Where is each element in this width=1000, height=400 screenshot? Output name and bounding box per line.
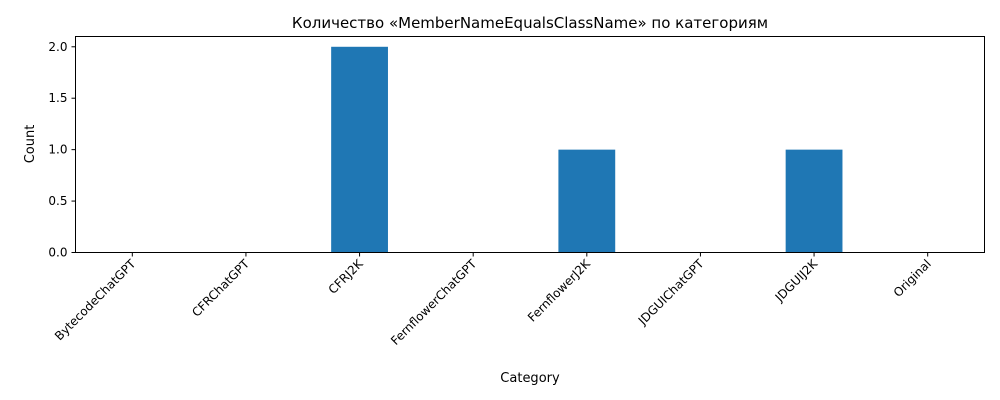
x-tick-label: BytecodeChatGPT	[52, 256, 139, 343]
x-tick-label: CFRChatGPT	[189, 256, 252, 319]
bar-JDGUIJ2K	[785, 149, 843, 253]
bars-group	[331, 46, 843, 253]
x-tick-label: JDGUIJ2K	[772, 256, 821, 305]
y-tick-label: 1.5	[48, 91, 67, 105]
x-tick-label: CFRJ2K	[326, 256, 367, 297]
x-tick-label: FernflowerJ2K	[525, 256, 594, 325]
bar-FernflowerJ2K	[558, 149, 616, 253]
bar-CFRJ2K	[331, 46, 388, 253]
chart-title: Количество «MemberNameEqualsClassName» п…	[292, 14, 768, 32]
x-tick-label: Original	[891, 257, 934, 300]
y-tick-label: 0.0	[48, 246, 67, 260]
x-axis: BytecodeChatGPT CFRChatGPT CFRJ2K Fernflowe…	[52, 252, 934, 348]
plot-frame	[75, 36, 985, 253]
y-axis: 0.0 0.5 1.0 1.5 2.0	[48, 40, 76, 260]
y-tick-label: 2.0	[48, 40, 67, 54]
x-tick-label: FernflowerChatGPT	[388, 256, 480, 348]
y-axis-label: Count	[23, 125, 38, 164]
y-tick-label: 1.0	[48, 143, 67, 157]
x-axis-label: Category	[500, 371, 560, 386]
x-tick-label: JDGUIChatGPT	[635, 256, 707, 328]
y-tick-label: 0.5	[48, 194, 67, 208]
